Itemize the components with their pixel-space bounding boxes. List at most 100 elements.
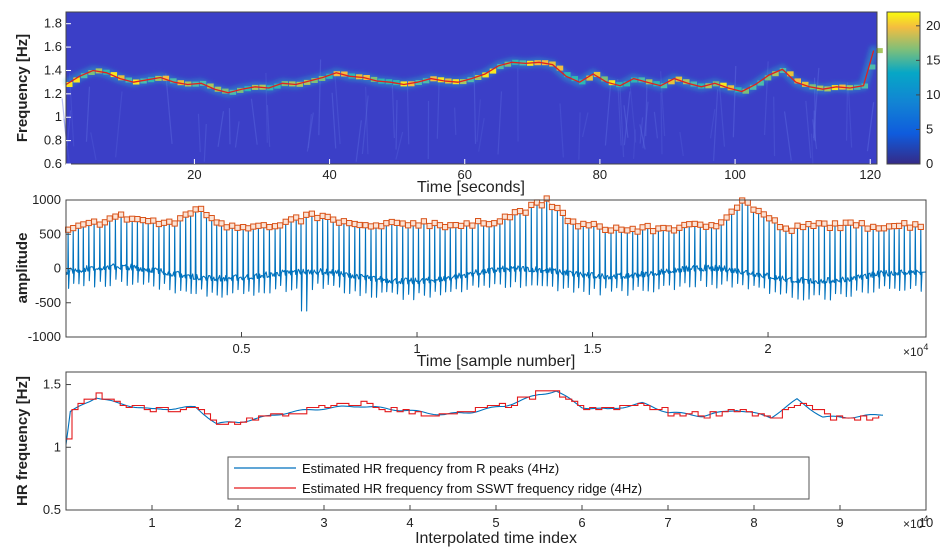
r-peak-marker xyxy=(870,223,877,231)
spectrogram-ridge-cell xyxy=(794,78,801,84)
r-peak-marker xyxy=(426,222,433,230)
hr-x-tick-label: 4 xyxy=(406,515,413,530)
r-peak-marker xyxy=(788,227,795,234)
spectrogram-ridge-cell xyxy=(668,79,675,85)
hr-x-tick-label: 6 xyxy=(578,515,585,530)
r-peak-marker xyxy=(585,222,592,229)
spectrogram-ridge-cell xyxy=(861,83,868,89)
spectrogram-x-tick-label: 120 xyxy=(859,167,881,182)
spectrogram-ridge-cell xyxy=(170,78,177,84)
r-peak-marker xyxy=(420,218,427,225)
r-peak-marker xyxy=(123,216,130,223)
r-peak-marker xyxy=(293,214,300,221)
colorbar-tick-label: 10 xyxy=(926,87,940,102)
spectrogram-ridge-cell xyxy=(742,88,749,94)
spectrogram-noise-streak xyxy=(454,107,457,135)
r-peak-marker xyxy=(639,224,646,231)
r-peak-marker xyxy=(171,220,178,227)
hr-x-tick-label: 10 xyxy=(919,515,933,530)
spectrogram-noise-streak xyxy=(623,105,629,138)
r-peak-marker xyxy=(528,201,535,209)
r-peak-marker xyxy=(388,218,395,226)
r-peak-marker xyxy=(405,222,412,229)
spectrogram-ridge-cell xyxy=(88,70,95,75)
r-peak-marker xyxy=(203,212,210,219)
spectrogram-noise-streak xyxy=(395,131,404,160)
ecg-x-tick-label: 1.5 xyxy=(583,341,601,356)
r-peak-marker xyxy=(282,218,289,225)
r-peak-marker xyxy=(129,215,136,222)
r-peak-marker xyxy=(686,221,693,228)
spectrogram-ridge-cell xyxy=(705,83,712,89)
r-peak-marker xyxy=(538,202,545,209)
r-peak-marker xyxy=(367,223,375,230)
spectrogram-noise-streak xyxy=(478,118,485,152)
spectrogram-noise-streak xyxy=(866,102,875,152)
ecg-y-label: amplitude xyxy=(14,233,31,304)
spectrogram-noise-streak xyxy=(66,110,72,147)
spectrogram-ridge-cell xyxy=(162,75,170,81)
spectrogram-ridge-cell xyxy=(601,76,608,82)
spectrogram-ridge-cell xyxy=(579,79,586,85)
spectrogram-ridge-cell xyxy=(593,71,601,77)
spectrogram-ridge-cell xyxy=(326,73,333,79)
r-peak-marker xyxy=(821,220,828,227)
r-peak-marker xyxy=(208,215,215,222)
spectrogram-noise-streak xyxy=(355,120,362,162)
spectrogram-ridge-cell xyxy=(370,76,378,82)
spectrogram-y-tick-label: 0.6 xyxy=(44,156,62,171)
spectrogram-ridge-cell xyxy=(318,76,326,81)
spectrogram-noise-streak xyxy=(559,103,564,158)
r-peak-marker xyxy=(665,225,672,232)
r-peak-marker xyxy=(463,220,470,227)
r-peak-marker xyxy=(634,228,641,235)
r-peak-marker xyxy=(314,214,321,222)
spectrogram-noise-streak xyxy=(632,129,636,159)
spectrogram-y-label: Frequency [Hz] xyxy=(14,34,31,142)
r-peak-marker xyxy=(277,222,284,229)
spectrogram-ridge-cell xyxy=(504,61,512,67)
spectrogram-x-tick-label: 40 xyxy=(322,167,336,182)
r-peak-marker xyxy=(218,220,225,227)
spectrogram-frame xyxy=(65,11,878,165)
spectrogram-ridge-cell xyxy=(222,88,229,94)
spectrogram-ridge-cell xyxy=(787,71,794,77)
r-peak-marker xyxy=(506,214,514,221)
spectrogram-ridge-cell xyxy=(110,72,118,78)
r-peak-marker xyxy=(442,224,449,231)
spectrogram-noise-streak xyxy=(266,104,271,147)
ecg-x-tick-label: 2 xyxy=(764,341,771,356)
legend: Estimated HR frequency from R peaks (4Hz… xyxy=(227,456,810,500)
r-peak-marker xyxy=(734,204,741,211)
spectrogram-ridge-line xyxy=(65,50,875,94)
spectrogram-noise-streak xyxy=(617,79,622,146)
r-peak-marker xyxy=(702,223,710,230)
r-peak-marker xyxy=(750,206,757,213)
spectrogram-noise-streak xyxy=(847,88,853,148)
r-peak-marker xyxy=(101,219,109,226)
spectrogram-ridge-cell xyxy=(571,76,578,82)
spectrogram-noise-streak xyxy=(645,83,648,137)
r-peak-marker xyxy=(134,216,141,223)
r-peak-marker xyxy=(475,218,482,225)
r-peak-marker xyxy=(766,215,773,222)
r-peak-marker xyxy=(145,218,152,225)
r-peak-marker xyxy=(356,221,363,229)
hr-x-tick-label: 8 xyxy=(750,515,757,530)
spectrogram-noise-streak xyxy=(85,86,91,142)
r-peak-marker xyxy=(800,223,807,231)
spectrogram-ridge-cell xyxy=(631,77,638,83)
spectrogram-ridge-cell xyxy=(623,81,631,87)
spectrogram-y-tick-label: 1.4 xyxy=(44,62,62,77)
hr-x-tick-label: 9 xyxy=(836,515,843,530)
r-peak-marker xyxy=(452,222,459,229)
r-peak-marker xyxy=(431,219,438,227)
spectrogram-noise-streak xyxy=(629,87,637,143)
spectrogram-ridge-cell xyxy=(497,64,504,70)
spectrogram-noise-streak xyxy=(365,86,369,155)
spectrogram-noise-streak xyxy=(813,67,820,139)
r-peak-marker xyxy=(744,199,751,206)
spectrogram-ridge-cell xyxy=(489,68,497,74)
hr-series-sswt-line xyxy=(66,390,880,440)
r-peak-marker xyxy=(713,223,720,230)
